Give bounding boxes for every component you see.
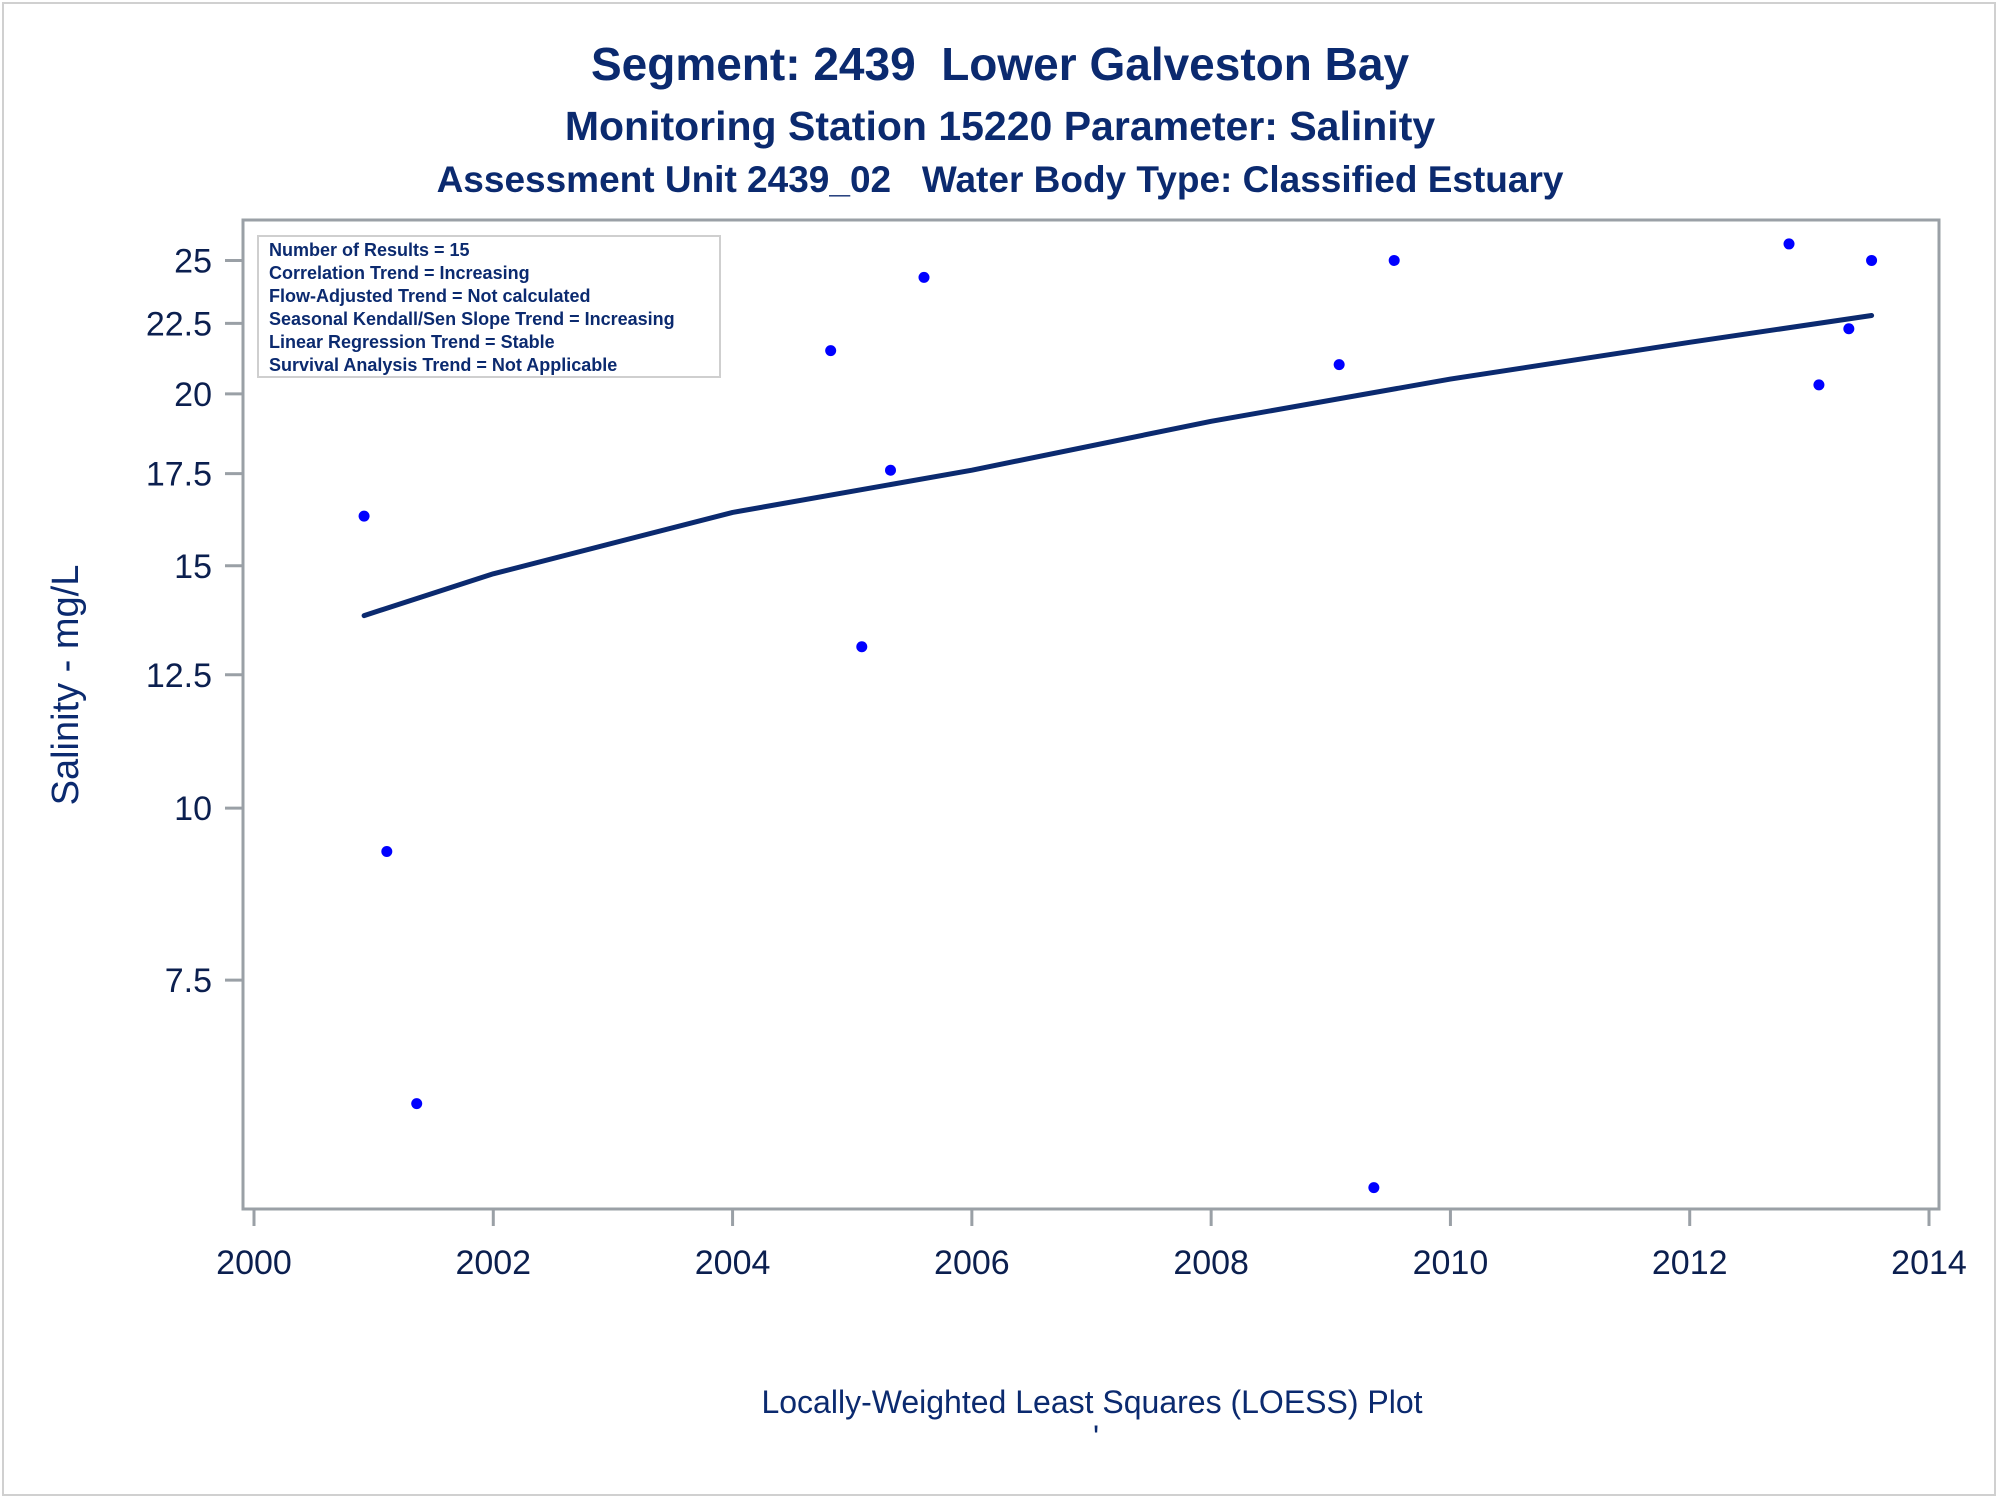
x-axis: 2000 2002 2004 2006 2008 2010 2012 2014 [216,1209,1967,1282]
x-tick-label: 2008 [1173,1244,1249,1282]
data-point [918,271,930,283]
data-point [1813,379,1825,391]
y-tick-label: 10 [174,790,212,828]
info-box-border [257,235,721,378]
loess-trend-line [361,313,1875,619]
data-point [1843,323,1855,335]
x-tick-label: 2006 [934,1244,1010,1282]
x-tick-label: 2000 [216,1244,292,1282]
data-point [1783,238,1795,250]
x-tick-label: 2004 [695,1244,771,1282]
plot-area-border [241,218,1941,1211]
info-line-correlation: Correlation Trend = Increasing [269,263,530,283]
info-line-flow-adjusted: Flow-Adjusted Trend = Not calculated [269,286,591,306]
y-axis: 7.5 10 12.5 15 17.5 20 22.5 25 [146,242,243,1000]
loess-line-group [361,313,1875,619]
info-line-survival: Survival Analysis Trend = Not Applicable [269,355,617,375]
x-axis-label: Locally-Weighted Least Squares (LOESS) P… [761,1384,1422,1420]
y-tick-label: 22.5 [146,305,212,343]
footnote-mark: ' [1093,1419,1099,1455]
data-point [1333,359,1345,371]
chart-title: Segment: 2439 Lower Galveston Bay [591,38,1409,90]
info-line-seasonal-kendall: Seasonal Kendall/Sen Slope Trend = Incre… [269,309,675,329]
data-point [1368,1182,1380,1194]
data-point [856,641,868,653]
data-point [885,464,896,476]
y-tick-label: 20 [174,376,212,414]
y-tick-label: 12.5 [146,657,212,695]
info-line-results: Number of Results = 15 [269,240,470,260]
info-box: Number of Results = 15 Correlation Trend… [257,235,721,378]
x-tick-label: 2014 [1891,1244,1967,1282]
y-tick-label: 15 [174,548,212,586]
x-tick-label: 2010 [1413,1244,1489,1282]
data-point [411,1098,423,1110]
data-point [381,846,393,858]
data-points-group [358,238,1878,1194]
y-tick-label: 7.5 [165,962,212,1000]
x-tick-label: 2012 [1652,1244,1728,1282]
data-point [1866,254,1878,266]
y-tick-label: 17.5 [146,456,212,494]
y-tick-label: 25 [174,242,212,280]
data-point [825,345,837,357]
y-axis-label: Salinity - mg/L [45,565,87,806]
x-tick-label: 2002 [455,1244,531,1282]
chart-subtitle-2: Assessment Unit 2439_02 Water Body Type:… [437,159,1564,200]
chart-subtitle: Monitoring Station 15220 Parameter: Sali… [565,103,1436,149]
data-point [358,510,370,522]
info-line-linear-regression: Linear Regression Trend = Stable [269,332,555,352]
data-point [1388,254,1400,266]
